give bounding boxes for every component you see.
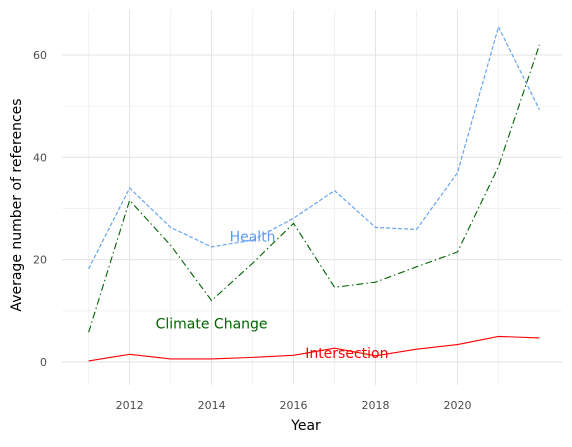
annotation-health: Health xyxy=(230,230,276,246)
series-line-climate-change xyxy=(88,44,540,333)
x-tick-label: 2016 xyxy=(280,399,308,412)
tick-label-layer: 2012 2014 2016 2018 2020 0 20 40 60 xyxy=(33,49,471,412)
series-line-intersection xyxy=(88,335,540,362)
annotation-intersection: Intersection xyxy=(305,346,388,362)
y-tick-label: 40 xyxy=(33,151,47,164)
annotation-climate-change: Climate Change xyxy=(156,317,268,333)
y-tick-label: 20 xyxy=(33,254,47,267)
x-axis-label: Year xyxy=(290,418,321,434)
y-axis-label: Average number of references xyxy=(9,98,25,311)
series-layer xyxy=(88,25,540,362)
x-tick-label: 2018 xyxy=(362,399,390,412)
series-line-health xyxy=(88,25,540,270)
y-tick-label: 0 xyxy=(40,356,47,369)
x-tick-label: 2020 xyxy=(443,399,471,412)
minor-grid xyxy=(62,10,562,385)
annotation-layer: Health Climate Change Intersection xyxy=(156,230,389,362)
x-tick-label: 2012 xyxy=(116,399,144,412)
x-tick-label: 2014 xyxy=(198,399,226,412)
major-grid xyxy=(62,10,562,385)
y-tick-label: 60 xyxy=(33,49,47,62)
